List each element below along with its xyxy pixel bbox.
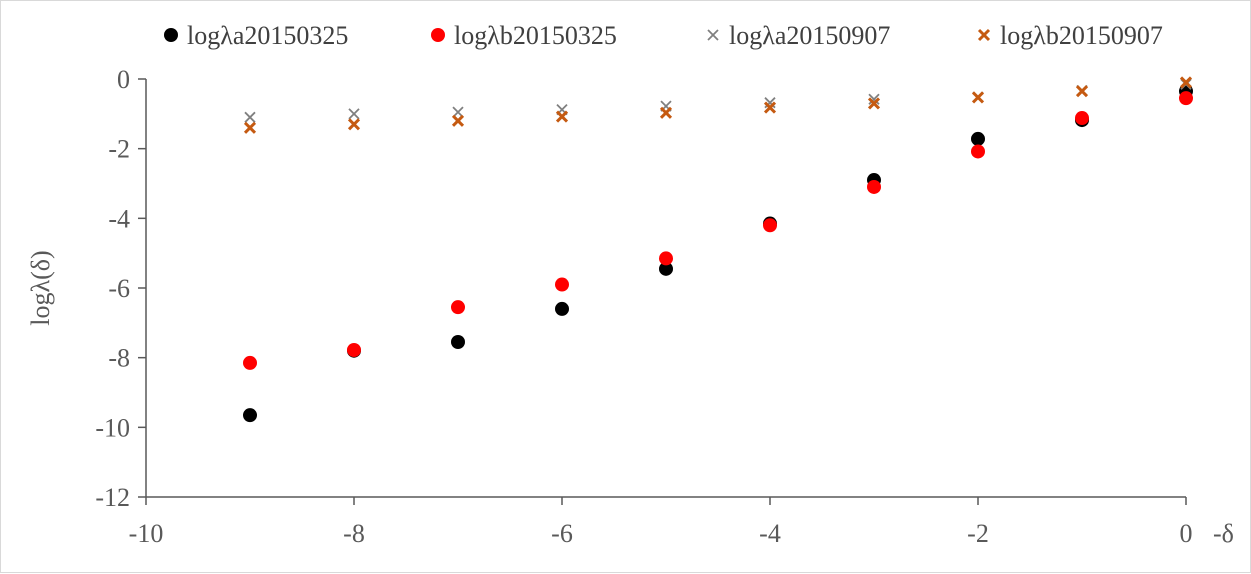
legend-label: logλa20150325 (187, 21, 348, 50)
y-tick-label: -10 (95, 413, 130, 442)
data-point-stroke (348, 108, 360, 120)
data-point-stroke (1179, 76, 1193, 89)
data-point (1179, 91, 1193, 106)
data-point-stroke (763, 101, 777, 114)
legend-item: logλa20150325 (164, 21, 348, 50)
data-point-stroke (244, 111, 256, 123)
data-point (451, 334, 465, 349)
data-point (451, 300, 465, 315)
series-2 (243, 91, 1193, 370)
y-tick-label: -4 (108, 204, 130, 233)
x-tick-label: -2 (967, 519, 989, 548)
x-tick-label: -10 (129, 519, 164, 548)
data-point (243, 355, 257, 370)
data-point (867, 97, 881, 110)
legend-label: logλb20150325 (454, 21, 617, 50)
data-point (659, 106, 673, 119)
legend-marker (707, 29, 719, 41)
data-point (1075, 111, 1089, 126)
legend-label: logλb20150907 (1000, 21, 1163, 50)
data-point (348, 108, 360, 120)
legend-item: logλa20150907 (707, 21, 890, 50)
legend: logλa20150325 logλb20150325 logλa20150907 l… (164, 21, 1163, 50)
data-point (451, 114, 465, 127)
y-tick-label: -2 (108, 135, 130, 164)
y-axis-title: logλ(δ) (26, 250, 55, 325)
data-point (1179, 76, 1193, 89)
data-point (971, 91, 985, 104)
data-point (1075, 85, 1089, 98)
series-1 (243, 84, 1193, 423)
y-tick-label: -12 (95, 483, 130, 512)
x-ticks: -10 -8 -6 -4 -2 0 (129, 497, 1193, 548)
x-tick-label: 0 (1180, 519, 1193, 548)
legend-marker-stroke (977, 28, 991, 42)
data-point (971, 144, 985, 159)
y-tick-label: -8 (108, 344, 130, 373)
data-point-stroke (867, 97, 881, 110)
data-point (243, 121, 257, 134)
legend-marker (164, 28, 178, 42)
data-point (763, 218, 777, 233)
data-point (347, 118, 361, 131)
data-point (555, 301, 569, 316)
x-tick-label: -4 (759, 519, 781, 548)
legend-item: logλb20150907 (977, 21, 1163, 50)
data-point-stroke (555, 110, 569, 123)
data-point (971, 131, 985, 146)
x-tick-label: -8 (343, 519, 365, 548)
data-point-stroke (659, 106, 673, 119)
data-point (763, 101, 777, 114)
legend-marker-stroke (707, 29, 719, 41)
series-3 (244, 78, 1192, 123)
data-point (555, 110, 569, 123)
y-tick-label: 0 (117, 65, 130, 94)
data-point (867, 179, 881, 194)
axes (145, 79, 1186, 498)
data-point-stroke (868, 93, 880, 105)
x-axis-title: -δ (1213, 519, 1234, 548)
data-point (555, 277, 569, 292)
legend-marker (977, 28, 991, 42)
x-tick-label: -6 (551, 519, 573, 548)
data-point (244, 111, 256, 123)
data-point (243, 408, 257, 423)
legend-marker (431, 28, 445, 42)
legend-item: logλb20150325 (431, 21, 617, 50)
data-point-stroke (243, 121, 257, 134)
data-point (659, 261, 673, 276)
y-tick-label: -6 (108, 274, 130, 303)
data-point (868, 93, 880, 105)
legend-label: logλa20150907 (729, 21, 890, 50)
data-point (659, 251, 673, 266)
data-point-stroke (451, 114, 465, 127)
data-points (243, 76, 1193, 423)
y-ticks: 0 -2 -4 -6 -8 -10 -12 (95, 65, 146, 512)
data-point-stroke (1075, 85, 1089, 98)
data-point-stroke (971, 91, 985, 104)
data-point (347, 343, 361, 358)
data-point-stroke (347, 118, 361, 131)
series-4 (243, 76, 1193, 134)
